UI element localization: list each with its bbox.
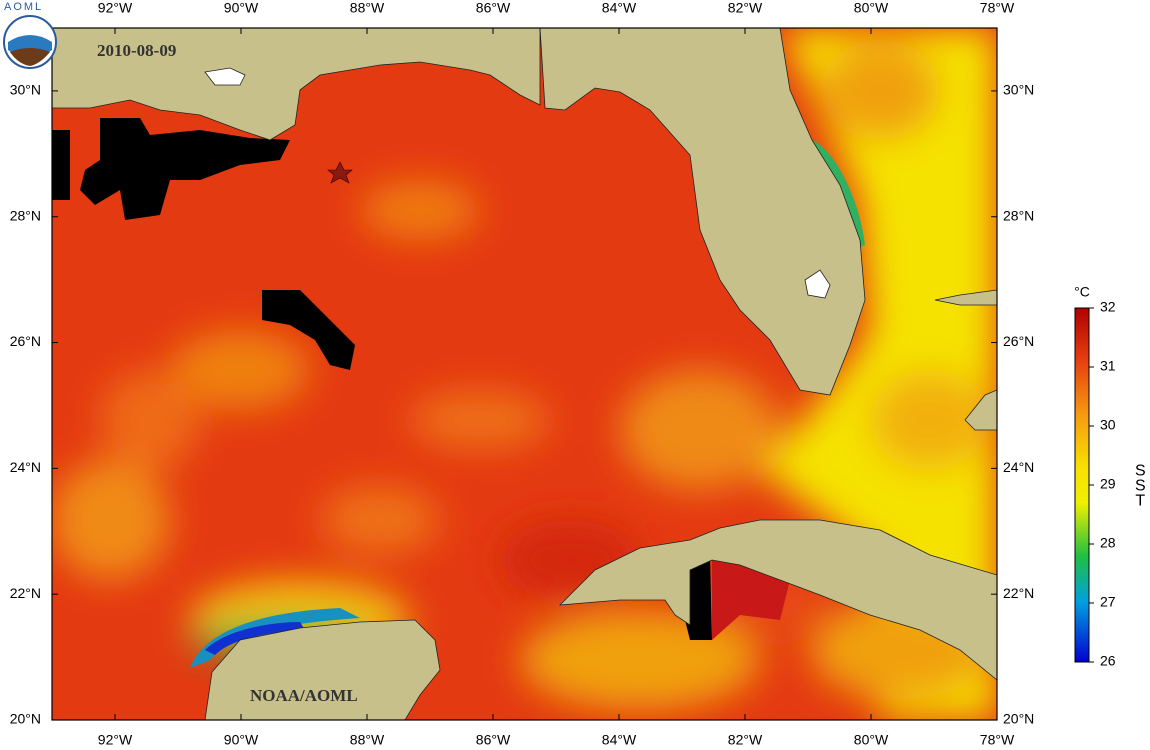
no-data <box>52 130 70 200</box>
lat-label: 20°N <box>1003 711 1034 727</box>
colorbar-label: SST <box>1132 463 1149 508</box>
lat-label: 28°N <box>10 207 41 223</box>
lat-label: 24°N <box>1003 459 1034 475</box>
lon-label: 80°W <box>854 0 889 16</box>
lon-label: 82°W <box>728 732 763 748</box>
colorbar-tick-label: 29 <box>1100 476 1116 492</box>
colorbar-tick-label: 27 <box>1100 594 1116 610</box>
colorbar-tick-label: 32 <box>1100 299 1116 315</box>
lon-label: 80°W <box>854 732 889 748</box>
lon-label: 92°W <box>98 732 133 748</box>
land-cuba <box>558 519 997 681</box>
site-marker <box>327 161 353 184</box>
lon-label: 90°W <box>224 732 259 748</box>
land-northern-gulf <box>52 28 541 141</box>
lat-label: 22°N <box>1003 585 1034 601</box>
lon-label: 88°W <box>350 0 385 16</box>
lat-label: 30°N <box>10 82 41 98</box>
lat-label: 28°N <box>1003 207 1034 223</box>
land-yucatan <box>204 619 441 720</box>
lat-label: 30°N <box>1003 82 1034 98</box>
credit: NOAA/AOML <box>250 686 358 705</box>
land-florida <box>539 28 866 396</box>
land-bahamas <box>934 289 997 306</box>
lake <box>804 269 831 299</box>
lon-label: 82°W <box>728 0 763 16</box>
lat-label: 24°N <box>10 459 41 475</box>
lon-label: 90°W <box>224 0 259 16</box>
lon-label: 78°W <box>980 732 1015 748</box>
map-date: 2010-08-09 <box>97 41 176 60</box>
lon-label: 84°W <box>602 732 637 748</box>
colorbar-tick-label: 28 <box>1100 535 1116 551</box>
lon-label: 86°W <box>476 0 511 16</box>
lon-label: 88°W <box>350 732 385 748</box>
logo-text: AOML <box>4 1 43 13</box>
land-bahamas <box>964 389 997 431</box>
colorbar <box>1074 307 1090 663</box>
lat-label: 26°N <box>10 333 41 349</box>
lat-label: 20°N <box>10 711 41 727</box>
lon-label: 78°W <box>980 0 1015 16</box>
map-frame <box>51 27 998 721</box>
colorbar-tick-label: 30 <box>1100 417 1116 433</box>
no-data <box>262 290 355 370</box>
lon-label: 84°W <box>602 0 637 16</box>
logo-ground <box>10 48 50 66</box>
colorbar-tick-label: 26 <box>1100 653 1116 669</box>
lon-label: 86°W <box>476 732 511 748</box>
sst-field <box>52 28 997 720</box>
lake <box>204 67 246 86</box>
no-data <box>80 118 290 220</box>
lon-label: 92°W <box>98 0 133 16</box>
colorbar-unit: °C <box>1074 284 1090 300</box>
lat-label: 22°N <box>10 585 41 601</box>
colorbar-tick-label: 31 <box>1100 358 1116 374</box>
lat-label: 26°N <box>1003 333 1034 349</box>
